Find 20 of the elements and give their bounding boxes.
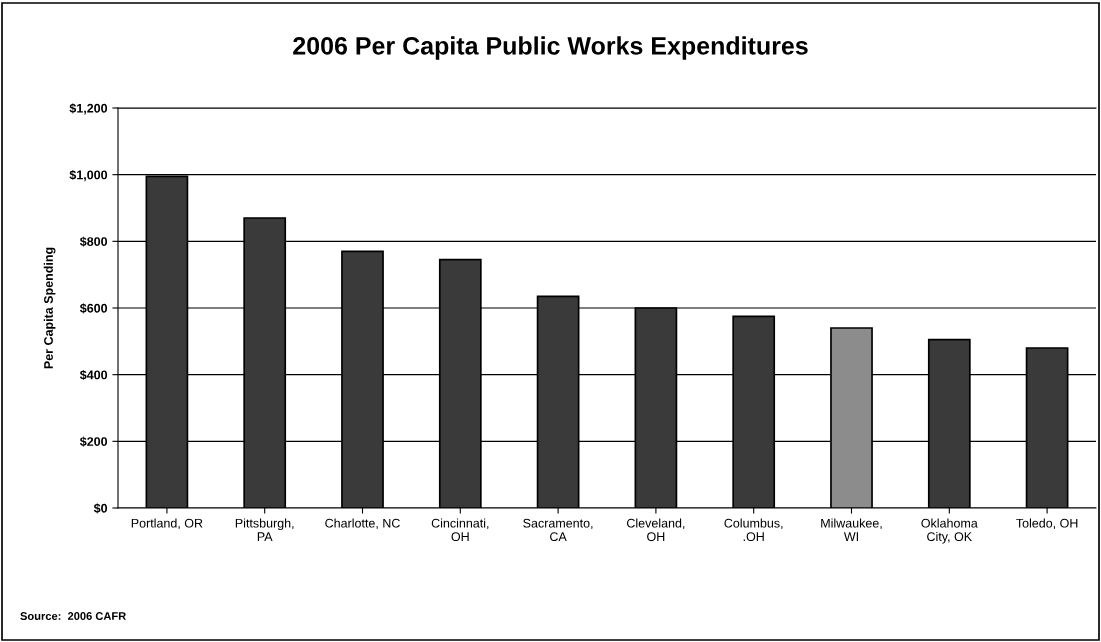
y-axis-title: Per Capita Spending [43,247,56,369]
source-note: Source: 2006 CAFR [20,612,126,620]
y-tick-label: $600 [79,303,108,314]
chart-title: 2006 Per Capita Public Works Expenditures [293,36,808,60]
x-tick-label: Oklahoma City, OK [921,518,978,544]
x-tick-label: Cincinnati, OH [431,518,489,542]
y-tick-label: $1,000 [69,169,108,182]
y-tick-label: $0 [93,503,108,514]
y-tick-label: $800 [79,236,108,247]
x-tick-label: Cleveland, OH [627,518,685,542]
x-tick-label: Toledo, OH [1016,518,1078,530]
y-tick-label: $400 [79,369,108,381]
y-tick-label: $1,200 [69,103,108,115]
x-tick-label: Charlotte, NC [325,518,400,530]
x-tick-label: Milwaukee, WI [821,518,882,541]
x-tick-label: Pittsburgh, PA [235,518,294,541]
x-tick-label: Columbus, .OH [724,518,783,542]
x-tick-label: Portland, OR [131,518,203,530]
x-tick-label: Sacramento, CA [523,518,593,542]
y-tick-label: $200 [79,436,108,447]
